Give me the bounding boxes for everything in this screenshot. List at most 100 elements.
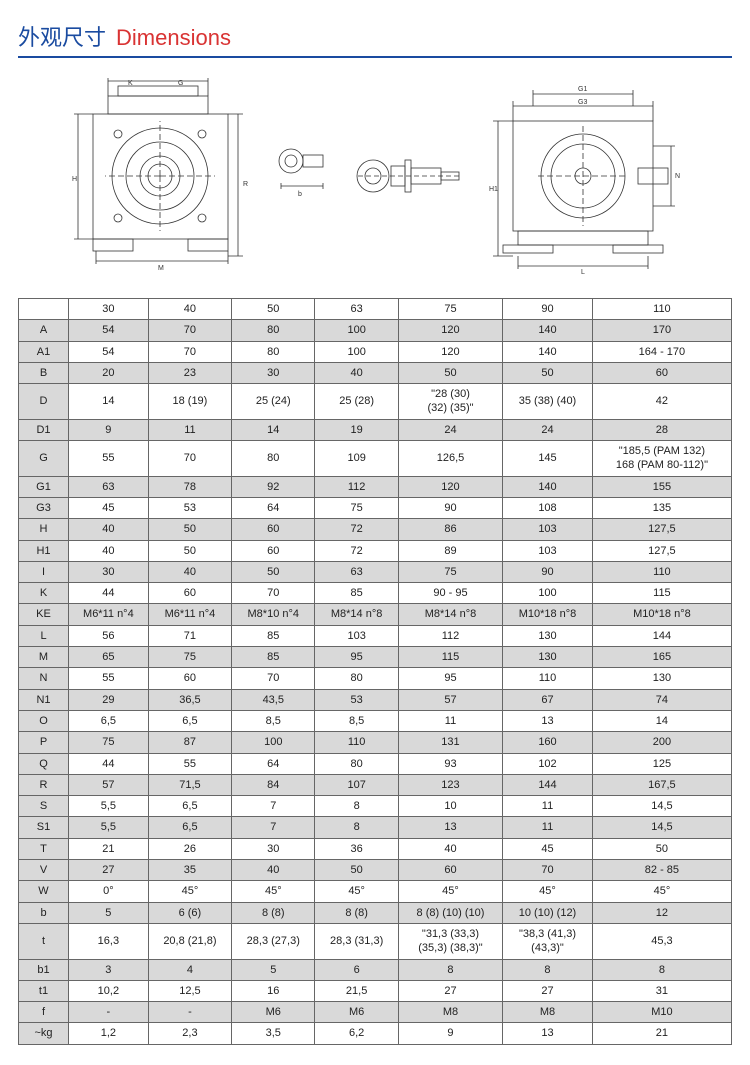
cell: 5 bbox=[69, 902, 149, 923]
title-zh: 外观尺寸 bbox=[18, 20, 106, 52]
col-header: 110 bbox=[592, 299, 731, 320]
cell: 110 bbox=[315, 732, 398, 753]
cell: 50 bbox=[503, 362, 593, 383]
cell: 45 bbox=[69, 497, 149, 518]
cell: 160 bbox=[503, 732, 593, 753]
row-label: A1 bbox=[19, 341, 69, 362]
cell: 0° bbox=[69, 881, 149, 902]
cell: M10 bbox=[592, 1002, 731, 1023]
drawing-top: G1 G3 H1 N L bbox=[483, 76, 683, 276]
cell: M8*10 n°4 bbox=[232, 604, 315, 625]
cell: 28,3 (31,3) bbox=[315, 923, 398, 959]
row-label: b bbox=[19, 902, 69, 923]
table-row: M65758595115130165 bbox=[19, 647, 732, 668]
cell: M8 bbox=[398, 1002, 502, 1023]
cell: 6 bbox=[315, 959, 398, 980]
col-header: 40 bbox=[148, 299, 231, 320]
cell: 74 bbox=[592, 689, 731, 710]
row-label: K bbox=[19, 583, 69, 604]
cell: 1,2 bbox=[69, 1023, 149, 1044]
cell: 90 bbox=[503, 561, 593, 582]
cell: 75 bbox=[315, 497, 398, 518]
col-header: 50 bbox=[232, 299, 315, 320]
table-row: I304050637590110 bbox=[19, 561, 732, 582]
cell: 8 bbox=[315, 796, 398, 817]
svg-text:N: N bbox=[675, 173, 680, 180]
row-label: D bbox=[19, 384, 69, 420]
table-row: A1547080100120140164 - 170 bbox=[19, 341, 732, 362]
cell: 50 bbox=[148, 519, 231, 540]
cell: 44 bbox=[69, 583, 149, 604]
cell: 8,5 bbox=[232, 710, 315, 731]
cell: M8 bbox=[503, 1002, 593, 1023]
cell: 89 bbox=[398, 540, 502, 561]
cell: 108 bbox=[503, 497, 593, 518]
row-label: S bbox=[19, 796, 69, 817]
cell: 130 bbox=[503, 647, 593, 668]
cell: 8 bbox=[398, 959, 502, 980]
cell: 140 bbox=[503, 320, 593, 341]
cell: 25 (28) bbox=[315, 384, 398, 420]
cell: 21 bbox=[69, 838, 149, 859]
row-label: A bbox=[19, 320, 69, 341]
cell: 43,5 bbox=[232, 689, 315, 710]
cell: 70 bbox=[148, 441, 231, 477]
cell: 27 bbox=[69, 860, 149, 881]
svg-text:b: b bbox=[298, 191, 302, 198]
row-label: G1 bbox=[19, 476, 69, 497]
cell: 100 bbox=[315, 320, 398, 341]
cell: 80 bbox=[315, 668, 398, 689]
cell: 5 bbox=[232, 959, 315, 980]
row-label: N1 bbox=[19, 689, 69, 710]
cell: 12 bbox=[592, 902, 731, 923]
cell: 100 bbox=[232, 732, 315, 753]
cell: 75 bbox=[148, 647, 231, 668]
cell: M8*14 n°8 bbox=[398, 604, 502, 625]
cell: 120 bbox=[398, 341, 502, 362]
cell: 40 bbox=[148, 561, 231, 582]
svg-text:G1: G1 bbox=[578, 86, 587, 93]
cell: 144 bbox=[592, 625, 731, 646]
cell: 60 bbox=[232, 540, 315, 561]
cell: 55 bbox=[69, 441, 149, 477]
cell: 115 bbox=[592, 583, 731, 604]
svg-text:R: R bbox=[243, 181, 248, 188]
cell: 45,3 bbox=[592, 923, 731, 959]
cell: 18 (19) bbox=[148, 384, 231, 420]
table-row: V27354050607082 - 85 bbox=[19, 860, 732, 881]
cell: 35 bbox=[148, 860, 231, 881]
header-empty bbox=[19, 299, 69, 320]
cell: 80 bbox=[232, 341, 315, 362]
table-row: G1637892112120140155 bbox=[19, 476, 732, 497]
cell: 55 bbox=[148, 753, 231, 774]
cell: 110 bbox=[503, 668, 593, 689]
drawing-shaft-detail: b bbox=[273, 141, 333, 211]
cell: 23 bbox=[148, 362, 231, 383]
cell: 80 bbox=[232, 320, 315, 341]
cell: - bbox=[148, 1002, 231, 1023]
svg-text:H1: H1 bbox=[489, 186, 498, 193]
cell: 53 bbox=[148, 497, 231, 518]
cell: 64 bbox=[232, 753, 315, 774]
cell: 60 bbox=[148, 583, 231, 604]
cell: 16,3 bbox=[69, 923, 149, 959]
cell: 30 bbox=[232, 362, 315, 383]
cell: 25 (24) bbox=[232, 384, 315, 420]
section-header: 外观尺寸 Dimensions bbox=[18, 20, 732, 58]
cell: 85 bbox=[232, 625, 315, 646]
cell: M10*18 n°8 bbox=[503, 604, 593, 625]
row-label: b1 bbox=[19, 959, 69, 980]
cell: 53 bbox=[315, 689, 398, 710]
cell: 86 bbox=[398, 519, 502, 540]
row-label: I bbox=[19, 561, 69, 582]
cell: 120 bbox=[398, 320, 502, 341]
cell: 40 bbox=[69, 519, 149, 540]
table-row: D1418 (19)25 (24)25 (28)"28 (30)(32) (35… bbox=[19, 384, 732, 420]
row-label: V bbox=[19, 860, 69, 881]
table-row: H14050607289103127,5 bbox=[19, 540, 732, 561]
table-row: L567185103112130144 bbox=[19, 625, 732, 646]
svg-text:G3: G3 bbox=[578, 99, 587, 106]
cell: 8 bbox=[503, 959, 593, 980]
svg-text:L: L bbox=[581, 269, 585, 276]
cell: 50 bbox=[398, 362, 502, 383]
